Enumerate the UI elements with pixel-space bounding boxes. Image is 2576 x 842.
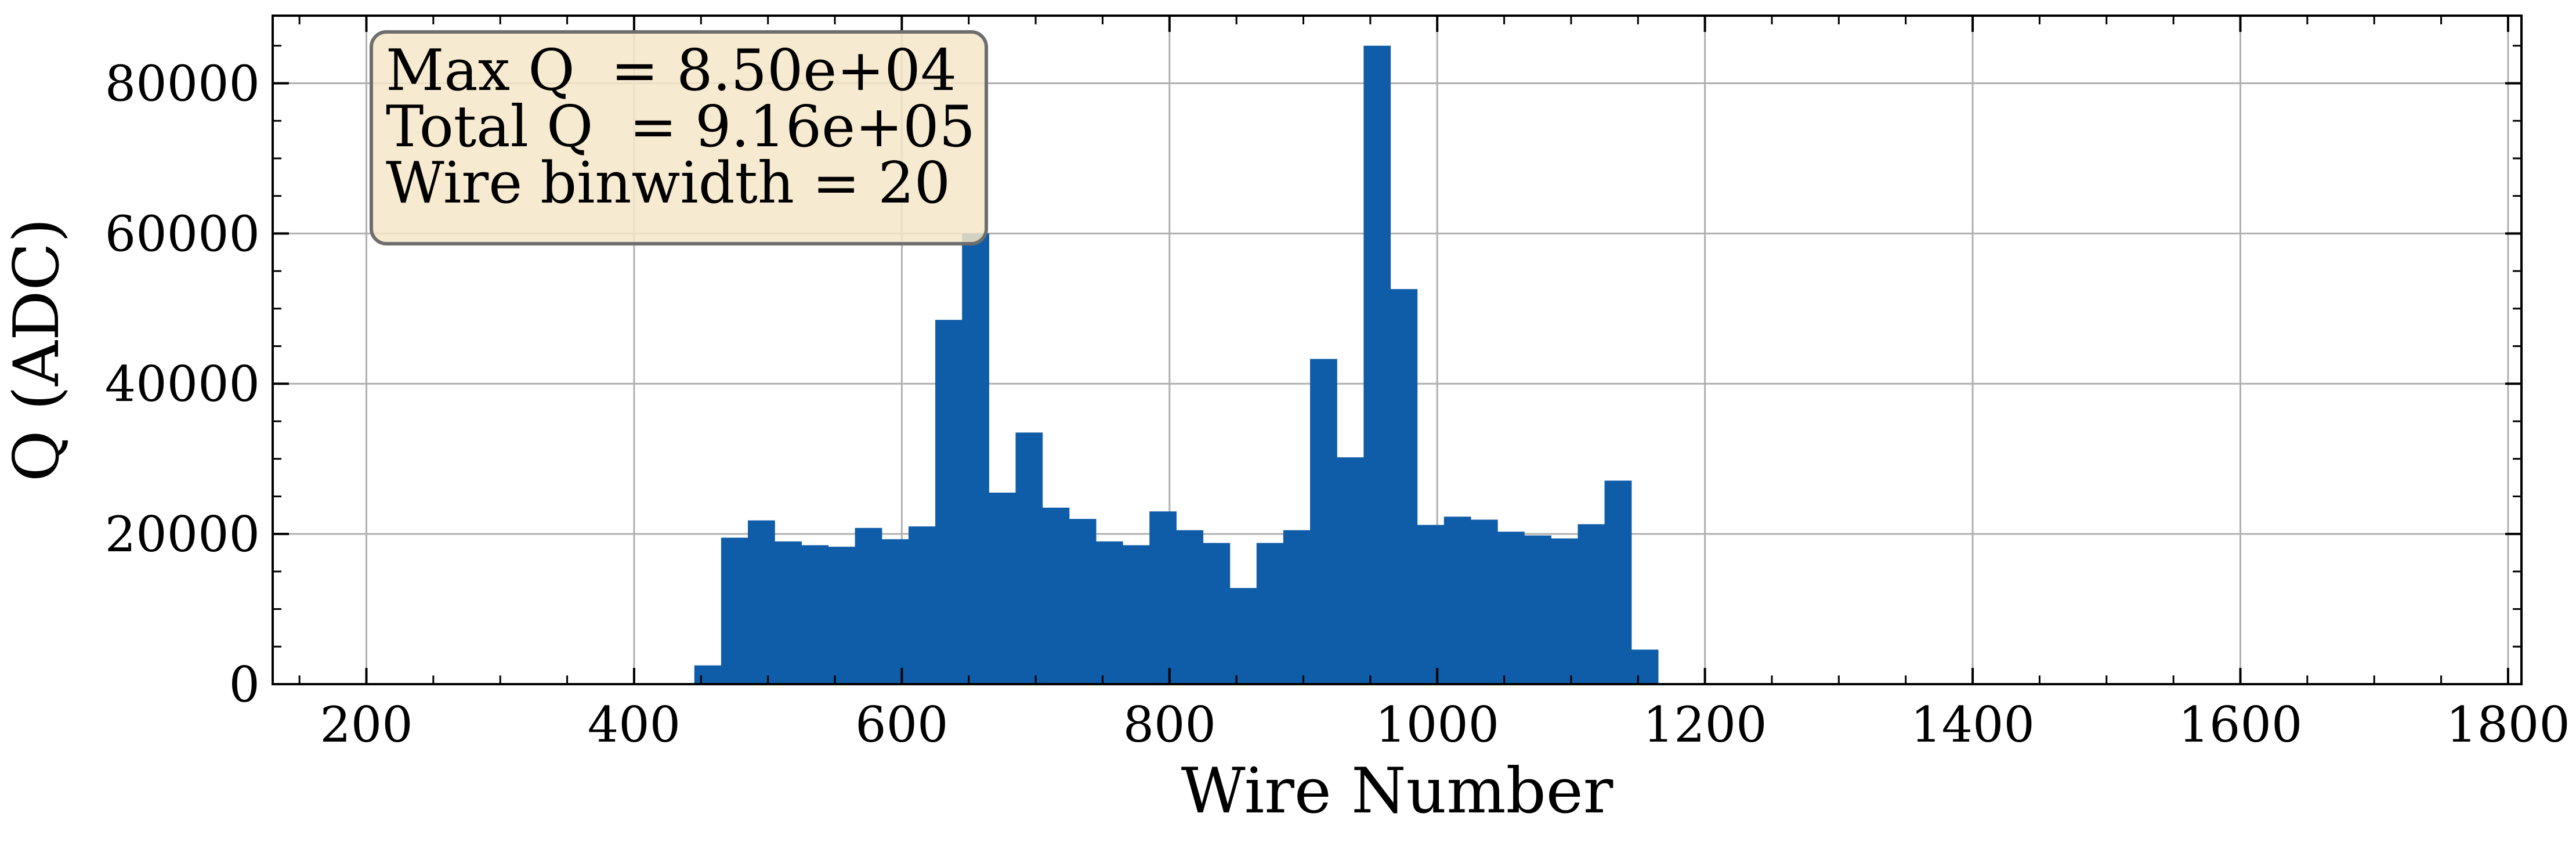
- histogram-bar: [1443, 516, 1471, 684]
- histogram-bar: [1256, 543, 1284, 684]
- y-tick-label: 80000: [105, 55, 260, 112]
- stats-total-q: Total Q = 9.16e+05: [386, 94, 975, 160]
- histogram-bar: [1604, 480, 1632, 684]
- histogram-bar: [881, 539, 909, 684]
- histogram-bar: [1524, 535, 1551, 684]
- x-tick-label: 1600: [2179, 696, 2303, 753]
- histogram-bar: [935, 320, 963, 684]
- histogram-bar: [1390, 289, 1418, 685]
- histogram-bar: [801, 545, 829, 684]
- stats-box-background: [370, 30, 988, 245]
- histogram-bar: [962, 233, 989, 684]
- x-tick-label: 400: [588, 696, 681, 753]
- x-tick-label: 1000: [1375, 696, 1499, 753]
- x-axis-title: Wire Number: [1181, 755, 1613, 827]
- histogram-bar: [1578, 524, 1605, 684]
- histogram-bar: [748, 520, 775, 684]
- x-tick-label: 200: [320, 696, 413, 753]
- y-tick-label: 40000: [105, 356, 260, 413]
- histogram-bar: [1095, 541, 1123, 684]
- y-tick-label: 0: [229, 656, 260, 713]
- histogram-bar: [1069, 519, 1097, 684]
- histogram-bar: [855, 527, 882, 684]
- x-tick-label: 1400: [1911, 696, 2035, 753]
- histogram-bar: [828, 547, 856, 684]
- histogram-bar: [775, 541, 802, 684]
- stats-max-q: Max Q = 8.50e+04: [386, 38, 957, 104]
- axis-tick-labels: 200 400 600 800 1000 1200 1400 1600 1800 0 20000 40…: [105, 55, 2570, 753]
- histogram-bar: [1149, 511, 1177, 684]
- histogram-bar: [1283, 530, 1311, 684]
- histogram-bar: [908, 526, 936, 684]
- plot-frame: [272, 15, 2523, 685]
- x-tick-label: 1800: [2446, 696, 2570, 753]
- x-tick-label: 800: [1123, 696, 1216, 753]
- axis-ticks: [273, 16, 2521, 685]
- x-tick-label: 600: [855, 696, 948, 753]
- histogram-bar: [989, 492, 1016, 684]
- histogram-bar: [1417, 525, 1445, 684]
- histogram-bar: [1470, 519, 1498, 684]
- histogram-bar: [1229, 588, 1257, 684]
- histogram-bar: [1337, 457, 1364, 684]
- y-axis-title: Q (ADC): [1, 218, 73, 482]
- histogram-bar: [1363, 45, 1391, 685]
- histogram-bar: [1551, 538, 1579, 684]
- histogram-bar: [1631, 649, 1659, 684]
- histogram-bar: [1497, 532, 1525, 684]
- histogram-bar: [1203, 543, 1231, 684]
- y-tick-label: 20000: [105, 506, 260, 563]
- histogram-bars: [694, 45, 1659, 685]
- histogram-bar: [1176, 530, 1204, 684]
- histogram-bar: [1042, 507, 1070, 684]
- histogram-bar: [721, 537, 748, 684]
- stats-wire-binwidth: Wire binwidth = 20: [386, 150, 950, 216]
- histogram-bar: [1015, 432, 1043, 684]
- stats-box: Max Q = 8.50e+04 Total Q = 9.16e+05 Wire…: [370, 30, 988, 245]
- histogram-bar: [1310, 359, 1337, 684]
- y-tick-label: 60000: [105, 205, 260, 262]
- histogram-bar: [694, 665, 722, 684]
- histogram-bar: [1123, 545, 1150, 684]
- x-tick-label: 1200: [1643, 696, 1767, 753]
